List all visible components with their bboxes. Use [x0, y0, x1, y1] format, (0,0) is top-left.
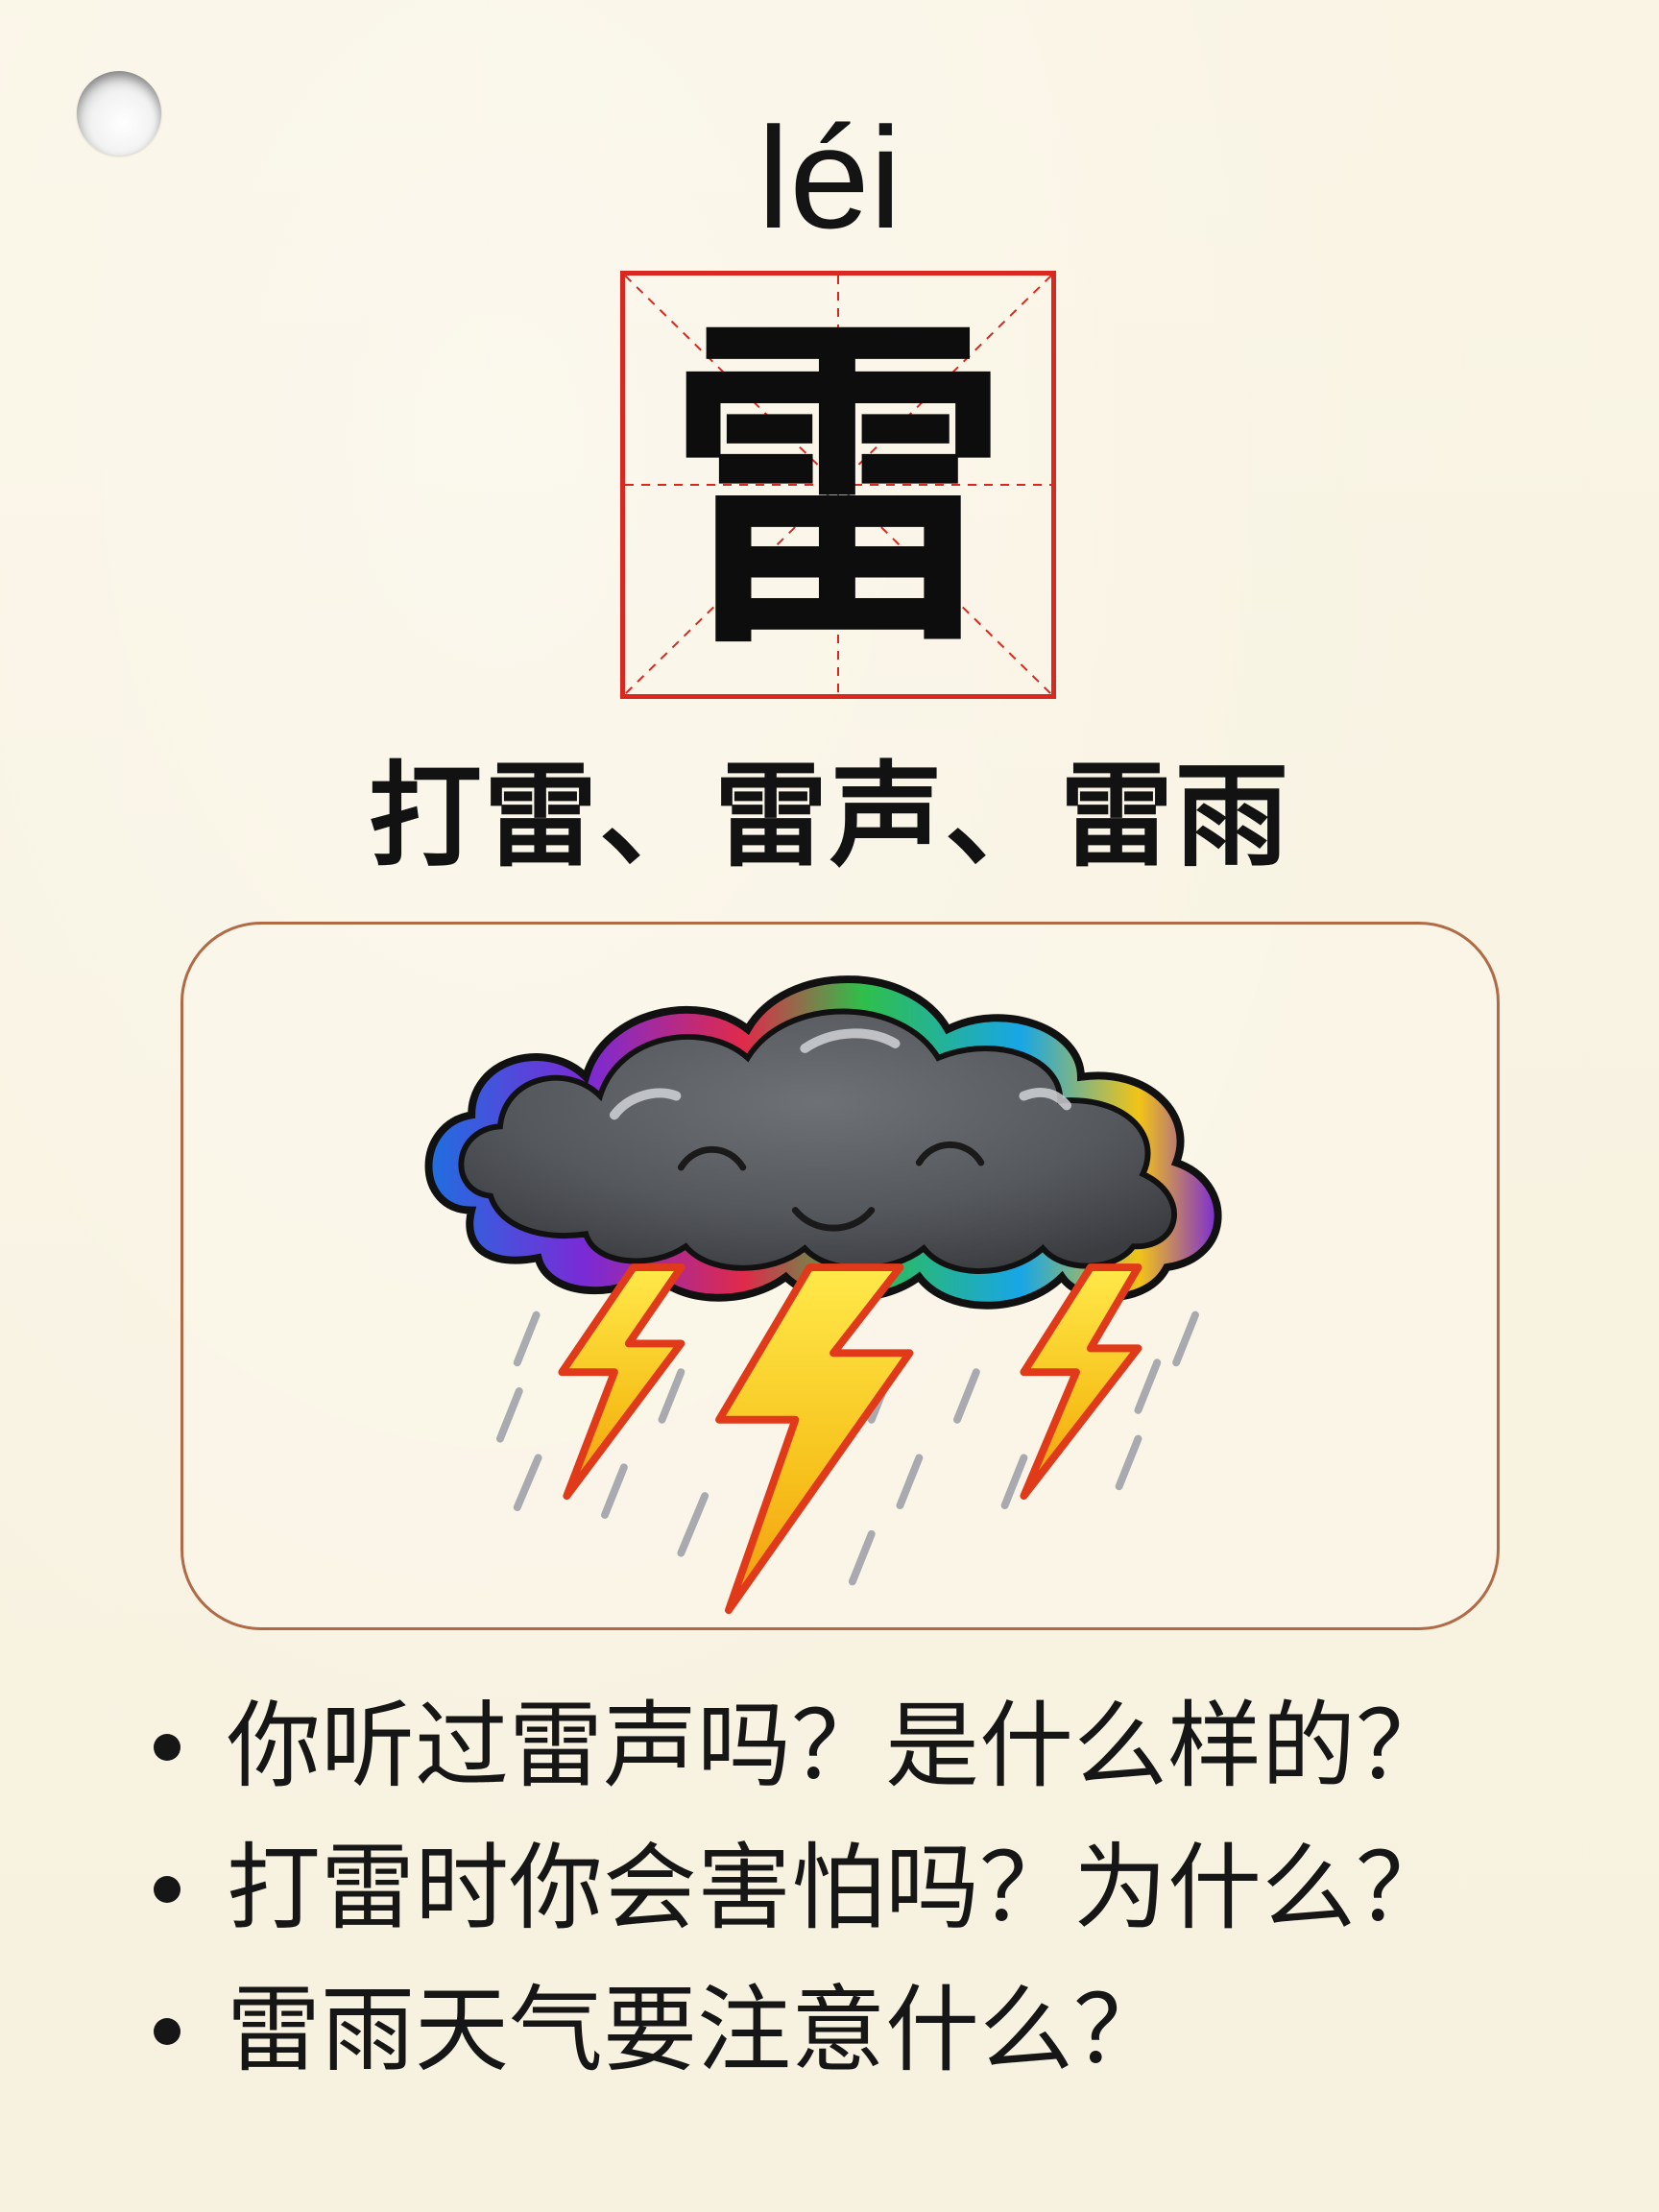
thunder-cloud-icon [424, 975, 1222, 1615]
question-text: 你听过雷声吗？是什么样的？ [227, 1692, 1451, 1801]
question-item: 你听过雷声吗？是什么样的？ [144, 1675, 1536, 1817]
question-text: 打雷时你会害怕吗？为什么？ [227, 1834, 1451, 1943]
bullet-icon [154, 1876, 180, 1903]
question-item: 雷雨天气要注意什么？ [144, 1960, 1536, 2102]
question-item: 打雷时你会害怕吗？为什么？ [144, 1817, 1536, 1960]
illustration-frame [180, 922, 1500, 1630]
question-text: 雷雨天气要注意什么？ [227, 1976, 1168, 2085]
grid-guides [625, 276, 1051, 694]
main-character: 雷 [665, 284, 1011, 690]
bullet-icon [154, 1734, 180, 1761]
character-grid: 雷 [620, 271, 1056, 699]
discussion-questions: 你听过雷声吗？是什么样的？ 打雷时你会害怕吗？为什么？ 雷雨天气要注意什么？ [144, 1675, 1536, 2102]
example-words: 打雷、雷声、雷雨 [368, 749, 1290, 882]
pinyin-label: léi [757, 97, 902, 258]
bullet-icon [154, 2018, 180, 2045]
punch-hole-icon [77, 71, 161, 156]
